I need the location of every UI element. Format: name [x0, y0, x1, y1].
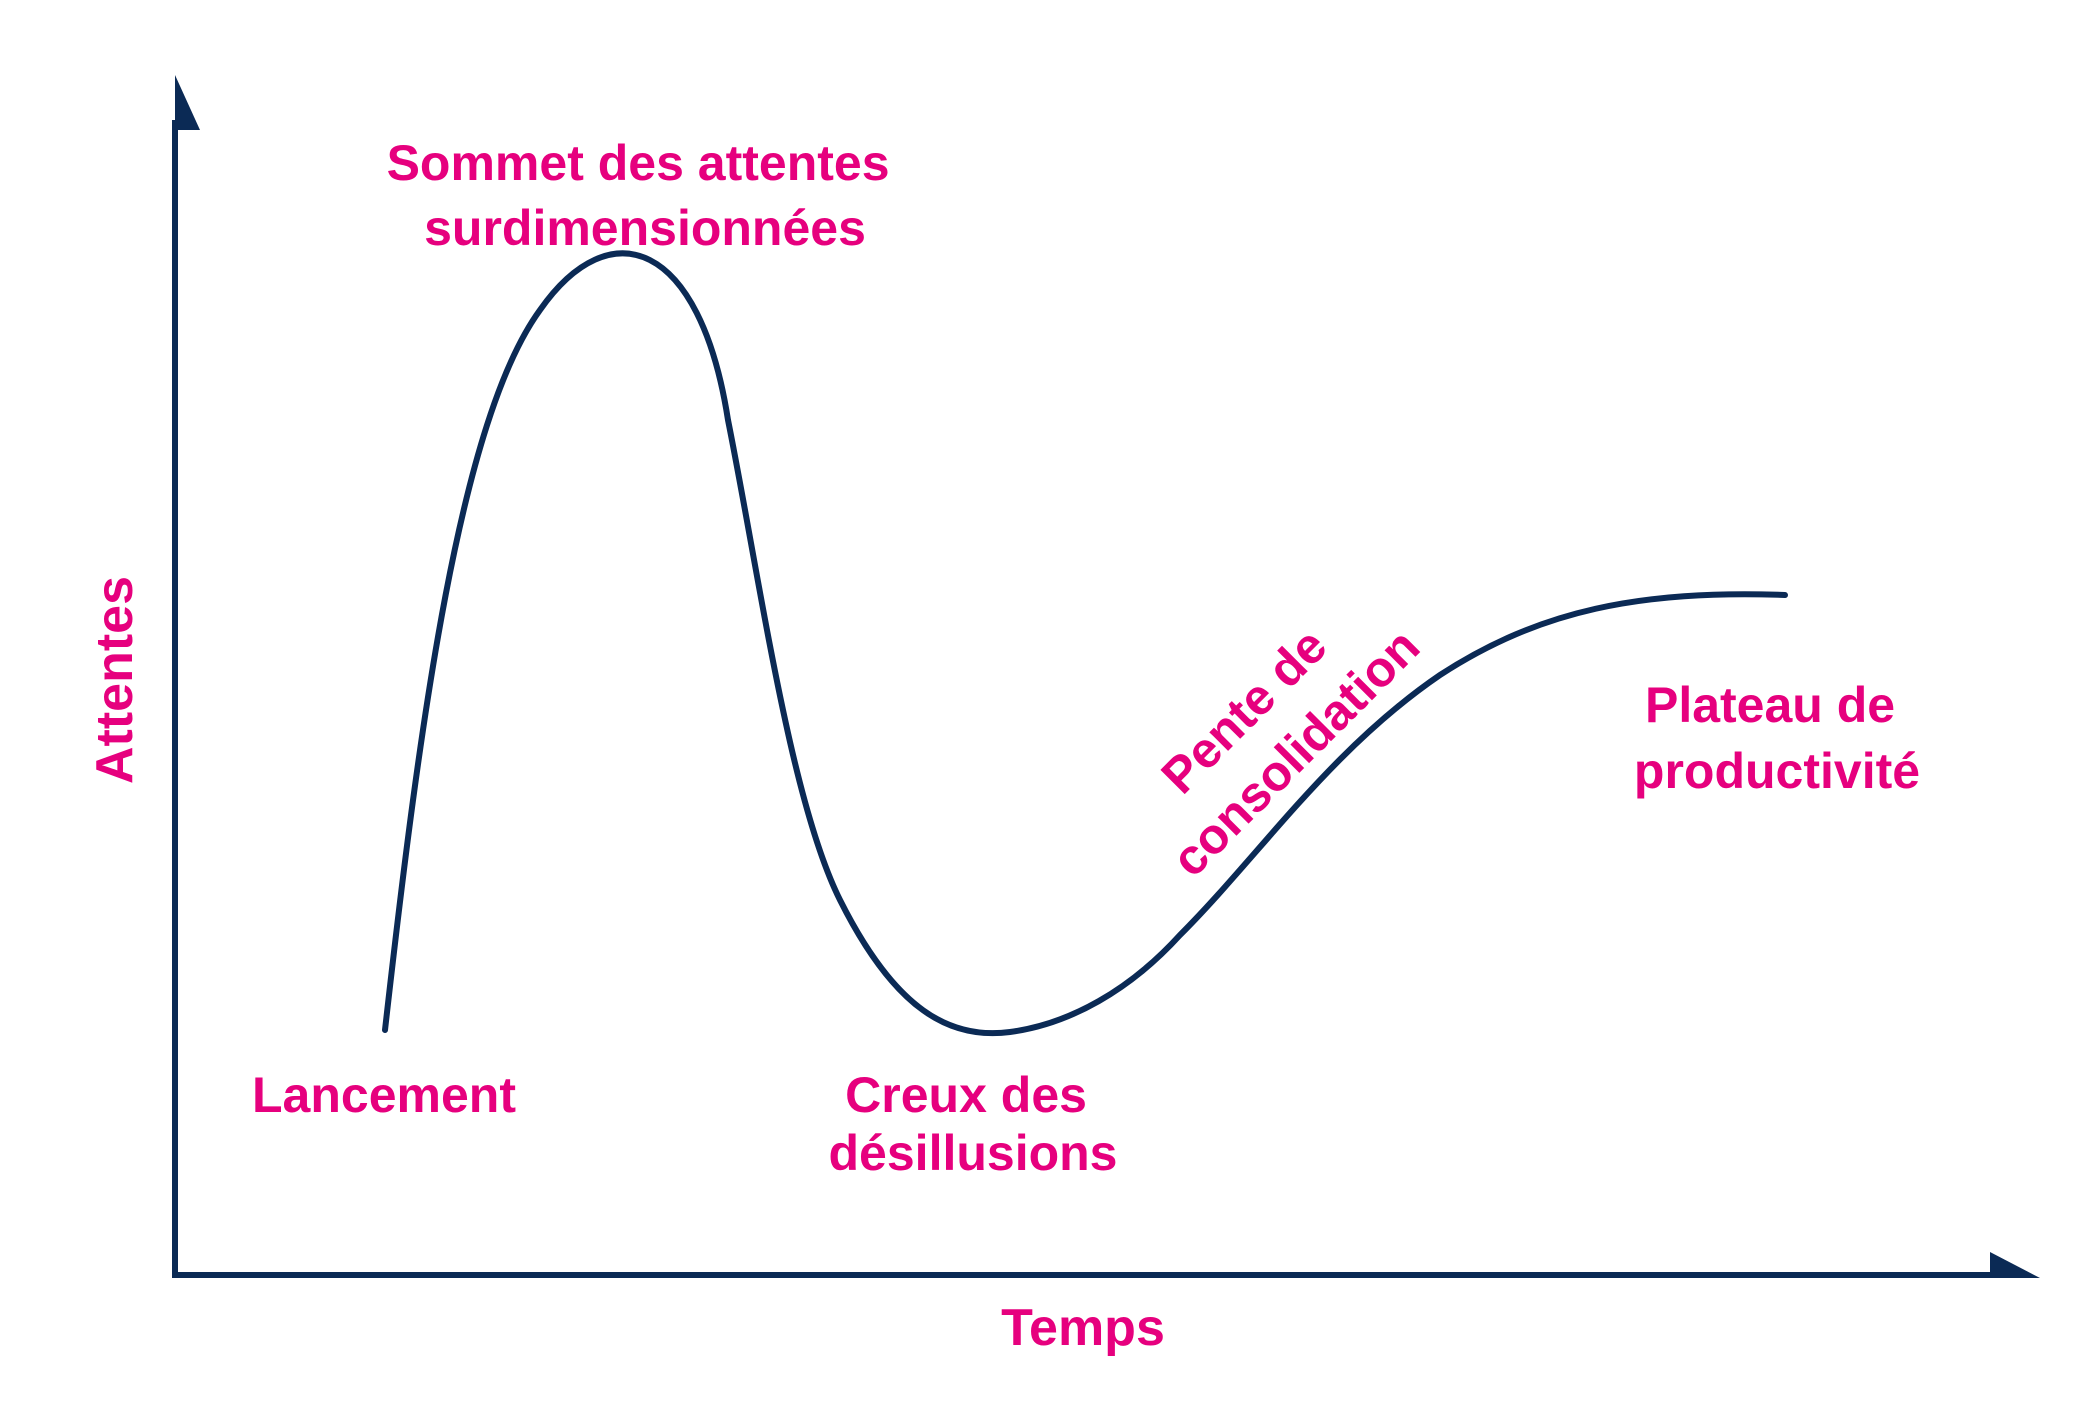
plateau-label-line: Plateau de [1645, 677, 1895, 733]
trough-label: Creux des désillusions [829, 1067, 1118, 1181]
peak-label-line: Sommet des attentes [387, 135, 890, 191]
plateau-label-line: productivité [1634, 743, 1920, 799]
x-axis-title: Temps [1001, 1299, 1165, 1357]
trough-label-line: désillusions [829, 1125, 1118, 1181]
y-axis-title: Attentes [86, 576, 144, 784]
x-axis-arrow-icon [1990, 1252, 2040, 1278]
axes [172, 75, 2040, 1278]
peak-label: Sommet des attentes surdimensionnées [387, 135, 904, 256]
peak-label-line: surdimensionnées [424, 200, 866, 256]
launch-label-line: Lancement [252, 1067, 516, 1123]
y-axis-arrow-icon [175, 75, 200, 130]
trough-label-line: Creux des [845, 1067, 1087, 1123]
hype-curve [382, 250, 1788, 1037]
slope-label: Pente de consolidation [1114, 571, 1430, 887]
launch-label: Lancement [252, 1067, 516, 1123]
plateau-label: Plateau de productivité [1634, 677, 1920, 799]
